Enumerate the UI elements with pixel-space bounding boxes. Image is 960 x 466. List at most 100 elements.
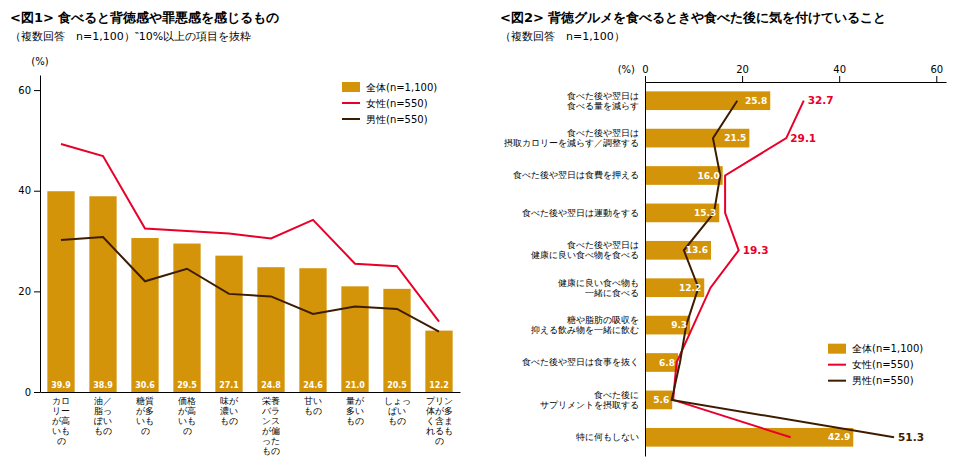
tick-mark [839,76,840,82]
data-label: 32.7 [808,94,834,106]
tick-label-line: カロ [52,396,70,406]
tick-label-line: 多い [346,406,364,416]
tick-label-line: 抑える飲み物を一緒に飲む [531,325,639,335]
bar [341,286,368,392]
tick-label-line: 脂っ [94,406,112,416]
tick-label: 60 [18,85,31,96]
tick-label-line: リー [52,406,70,416]
tick-label: 栄養バランスが偏ったもの [261,396,280,456]
tick-label-line: の [183,426,192,436]
bar [645,391,672,410]
tick-label-line: いも [178,416,196,426]
tick-label-line: れるも [426,426,453,436]
tick-label-line: もの [262,446,280,456]
axis-label: (%) [31,56,48,67]
tick-label: 20 [18,286,31,297]
tick: 60 [18,85,40,96]
tick-label-line: 濃い [220,406,238,416]
data-label: 15.3 [694,208,716,218]
tick-label: しょっぱいもの [384,396,411,426]
tick-label-line: 食べた後や翌日は運動をする [522,208,639,218]
legend-label: 全体(n=1,100) [366,82,437,93]
bar-series [47,191,452,392]
legend-item: 男性(n=550) [342,114,428,125]
tick: 量が多いもの [346,396,365,426]
tick-label-line: った [262,436,280,446]
tick: 食べた後や翌日は食事を抜く [522,357,639,367]
data-label: 12.2 [429,381,449,390]
bar [645,316,690,335]
tick: プリン体が多く含まれるもの [426,396,453,446]
tick: しょっぱいもの [384,396,411,426]
tick-label-line: 価格 [178,396,196,406]
tick-label-line: プリン [426,396,453,406]
axis-line [645,83,646,457]
tick-label-line: が高 [52,416,70,426]
tick-label-line: 体が多 [426,406,453,416]
tick-label: 食べた後や翌日は食費を押える [513,170,639,180]
tick-label: 食べた後や翌日は運動をする [522,208,639,218]
tick-label-line: ンス [262,416,280,426]
data-label: 19.3 [743,244,769,256]
tick-label-line: 食べた後や翌日は食費を押える [513,170,639,180]
legend-item: 女性(n=550) [828,359,914,370]
tick-label-line: 味が [220,396,239,406]
category-axis: カロリーが高いもの油／脂っぽいもの糖質が多いもの価格が高いもの味が濃いもの栄養バ… [41,393,461,456]
data-label: 29.1 [790,132,816,144]
tick: 60 [930,64,943,82]
tick-label: 0 [25,387,31,398]
tick-label-line: もの [220,416,238,426]
data-labels: 39.938.930.629.527.124.824.621.020.512.2 [51,381,449,390]
bar [89,196,116,392]
tick: カロリーが高いもの [52,396,70,446]
bar [645,428,853,447]
legend-label: 女性(n=550) [366,98,428,109]
bar [425,331,452,392]
data-label: 24.6 [303,381,323,390]
legend-label: 女性(n=550) [852,359,914,370]
tick-label: 特に何もしない [576,432,639,442]
tick: 食べた後や翌日は運動をする [522,208,639,218]
tick-label-line: 食べる量を減らす [567,101,639,111]
tick-mark [34,291,40,292]
data-label: 24.8 [261,381,281,390]
tick: 栄養バランスが偏ったもの [261,396,280,456]
category-axis: 食べた後や翌日は食べる量を減らす食べた後や翌日は摂取カロリーを減らす／調整する食… [504,83,646,457]
legend: 全体(n=1,100) 女性(n=550) 男性(n=550) [342,82,437,125]
tick-label: 量が多いもの [346,396,365,426]
tick-mark [645,76,646,82]
tick-label: 40 [833,64,846,75]
tick: 甘いもの [304,396,322,416]
tick-label-line: が多 [136,406,154,416]
series-line [672,101,894,438]
axis-label: (%) [618,64,635,75]
tick-label: 味が濃いもの [220,396,239,426]
data-label: 25.8 [745,96,767,106]
tick: 味が濃いもの [220,396,239,426]
tick-label-line: バラ [261,406,280,416]
tick-label: 糖質が多いもの [136,396,154,436]
data-label: 5.6 [653,395,669,405]
tick: 食べた後にサプリメントを摂取する [540,390,639,410]
tick: 食べた後や翌日は健康に良い食べ物を食べる [531,240,639,260]
tick-mark [936,76,937,82]
legend-item: 女性(n=550) [342,98,428,109]
tick-label-line: しょっ [384,396,411,406]
series-line [61,237,439,332]
tick-label-line: サプリメントを摂取する [540,400,639,410]
tick-label-line: 油／ [94,396,112,406]
bar [299,268,326,392]
tick: 油／脂っぽいもの [94,396,112,436]
tick: 特に何もしない [576,432,639,442]
tick-label-line: 食べた後や翌日は [567,240,639,250]
data-labels: 25.821.516.015.313.612.29.36.85.642.932.… [653,94,924,443]
tick-label: 40 [18,185,31,196]
tick-label-line: 特に何もしない [576,432,639,442]
tick: 糖や脂肪の吸収を抑える飲み物を一緒に飲む [531,315,639,335]
chart-subtitle: （複数回答 n=1,100）‶10%以上の項目を抜粋 [10,30,251,43]
tick-label-line: 栄養 [262,396,280,406]
tick-label: 食べた後や翌日は食べる量を減らす [567,91,639,111]
tick-label: 甘いもの [304,396,322,416]
tick-label-line: 食べた後や翌日は食事を抜く [522,357,639,367]
value-axis: 0204060 [642,64,946,83]
